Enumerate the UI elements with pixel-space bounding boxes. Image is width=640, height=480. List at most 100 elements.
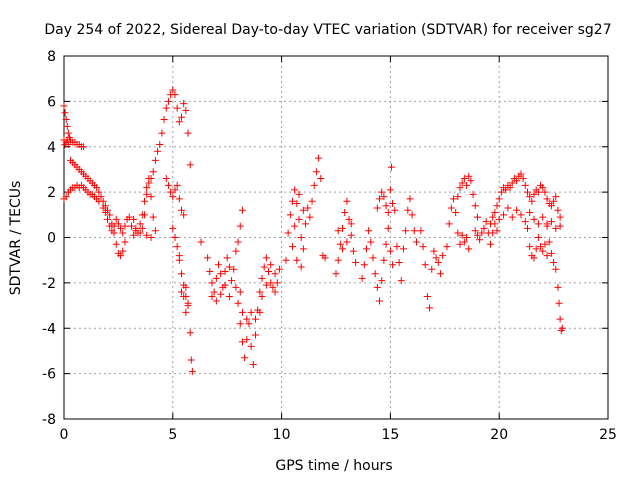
data-point xyxy=(119,229,127,237)
data-point xyxy=(541,240,549,248)
data-point xyxy=(132,227,140,235)
data-point xyxy=(271,288,279,296)
data-point xyxy=(162,104,170,112)
data-point xyxy=(545,238,553,246)
data-point xyxy=(212,274,220,282)
data-point xyxy=(182,308,190,316)
data-point xyxy=(389,199,397,207)
data-point xyxy=(234,299,242,307)
data-point xyxy=(508,179,516,187)
data-point xyxy=(171,234,179,241)
data-point xyxy=(99,204,107,212)
data-point xyxy=(460,238,468,246)
data-point xyxy=(393,243,401,251)
data-point xyxy=(332,270,340,278)
data-point xyxy=(445,220,453,228)
data-point xyxy=(558,324,566,332)
data-point xyxy=(399,245,407,253)
data-point xyxy=(486,240,494,248)
data-point xyxy=(310,181,318,189)
data-point xyxy=(426,304,434,312)
data-point xyxy=(299,206,307,214)
data-point xyxy=(413,238,421,246)
data-point xyxy=(180,292,188,300)
data-point xyxy=(180,100,188,108)
data-point xyxy=(251,315,259,323)
data-point xyxy=(221,281,229,289)
data-point xyxy=(225,292,233,300)
data-point xyxy=(523,224,531,232)
x-axis-label: GPS time / hours xyxy=(275,458,392,474)
data-point xyxy=(439,252,447,260)
data-point xyxy=(232,283,240,291)
data-point xyxy=(547,249,555,257)
data-point xyxy=(532,245,540,253)
data-point xyxy=(432,254,440,262)
data-point xyxy=(423,292,431,300)
data-point xyxy=(127,222,135,230)
data-point xyxy=(358,274,366,282)
data-point xyxy=(267,279,275,287)
data-point xyxy=(143,184,151,192)
data-point xyxy=(119,247,127,255)
data-point xyxy=(114,220,122,228)
data-point xyxy=(238,308,246,316)
data-point xyxy=(306,213,314,221)
data-point xyxy=(406,195,414,203)
data-point xyxy=(341,209,349,217)
data-point xyxy=(352,258,360,266)
data-point xyxy=(380,193,388,201)
y-axis-label: SDTVAR / TECUs xyxy=(8,181,24,296)
data-point xyxy=(554,206,562,214)
data-point xyxy=(547,202,555,210)
data-point xyxy=(247,342,255,350)
data-point xyxy=(552,193,560,201)
data-point xyxy=(236,320,244,328)
data-point xyxy=(460,175,468,183)
data-point xyxy=(395,258,403,266)
data-point xyxy=(547,218,555,226)
data-point xyxy=(62,193,70,201)
data-point xyxy=(62,116,70,124)
data-point xyxy=(104,215,112,223)
data-point xyxy=(223,254,231,262)
data-point xyxy=(106,211,114,219)
data-point xyxy=(443,243,451,251)
data-point xyxy=(241,354,249,362)
data-point xyxy=(282,256,290,264)
data-point xyxy=(504,204,512,212)
data-point xyxy=(541,188,549,196)
data-point xyxy=(186,161,194,169)
data-point xyxy=(493,227,501,235)
data-point xyxy=(534,234,542,241)
data-point xyxy=(217,270,225,278)
x-tick-label: 10 xyxy=(273,427,291,443)
data-point xyxy=(543,195,551,203)
chart-title: Day 254 of 2022, Sidereal Day-to-day VTE… xyxy=(44,22,611,38)
data-point xyxy=(556,213,564,221)
data-point xyxy=(537,243,545,251)
data-point xyxy=(125,213,133,221)
data-point xyxy=(236,288,244,296)
data-point xyxy=(61,109,69,117)
x-tick-label: 20 xyxy=(490,427,508,443)
data-point xyxy=(476,236,484,244)
data-point xyxy=(378,188,386,196)
data-point xyxy=(397,277,405,285)
data-point xyxy=(93,184,101,192)
data-point xyxy=(430,247,438,255)
data-point xyxy=(528,197,536,205)
data-point xyxy=(463,234,471,241)
data-point xyxy=(491,209,499,217)
data-point xyxy=(230,265,238,273)
data-point xyxy=(447,204,455,212)
data-point xyxy=(169,193,177,201)
data-point xyxy=(60,102,68,110)
data-point xyxy=(308,197,316,205)
data-point xyxy=(458,231,466,239)
data-point xyxy=(434,258,442,266)
data-point xyxy=(297,234,305,241)
x-tick-label: 5 xyxy=(168,427,177,443)
data-point xyxy=(382,202,390,210)
data-point xyxy=(334,256,342,264)
